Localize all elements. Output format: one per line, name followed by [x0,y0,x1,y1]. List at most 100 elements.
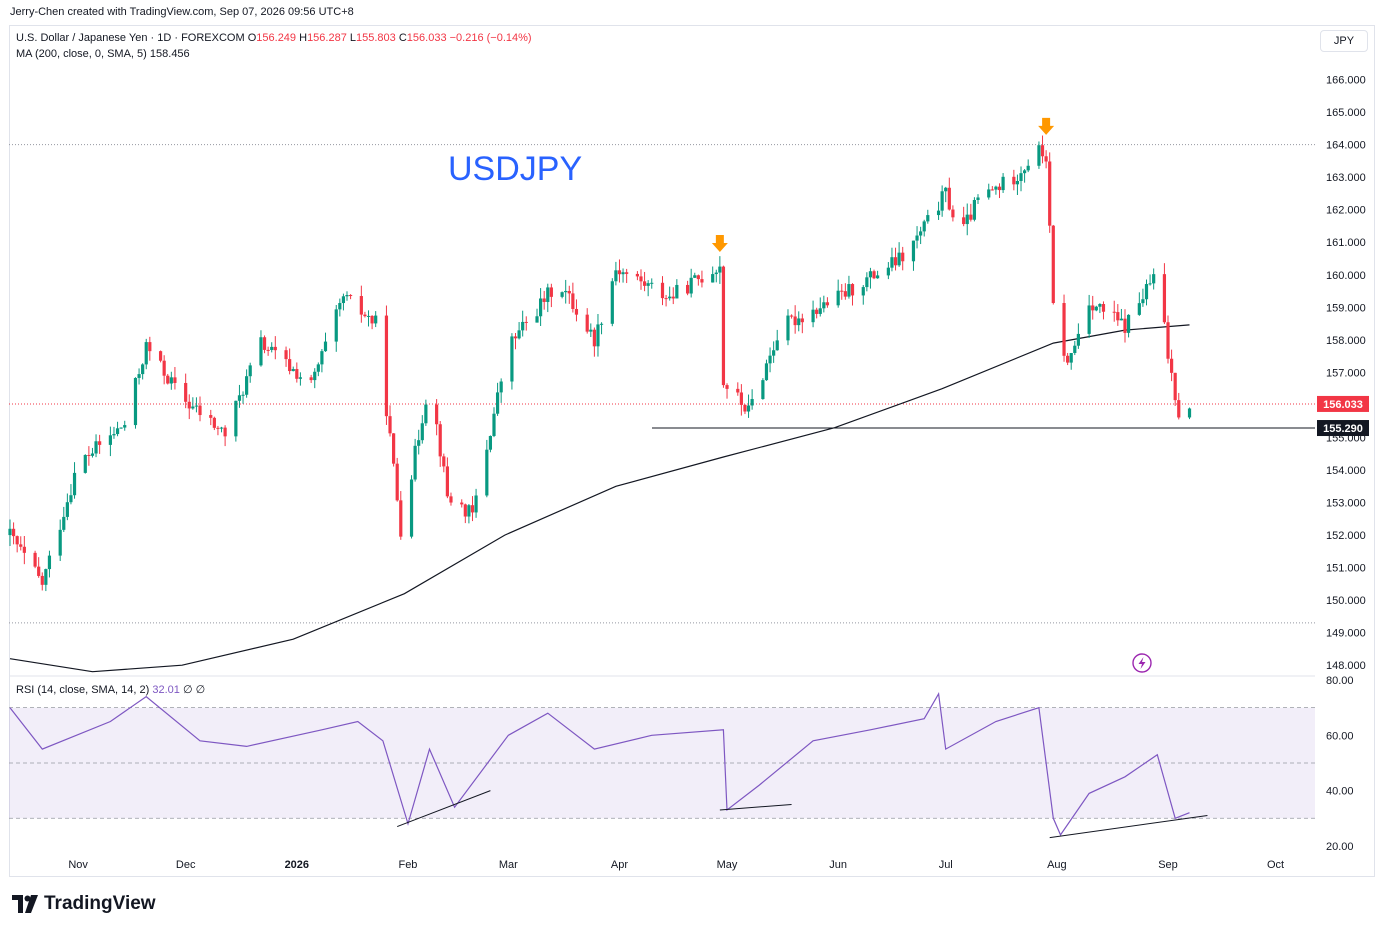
candle-body [521,321,525,331]
currency-button[interactable]: JPY [1320,30,1368,52]
candle-body [119,427,123,429]
candle-body [621,272,625,275]
candle-body [951,209,955,218]
candle-body [642,281,647,286]
candle-body [1126,314,1131,333]
candle-body [320,351,324,365]
candle-body [460,502,464,505]
brand[interactable]: TradingView [12,893,156,915]
candle-body [212,417,216,428]
rsi-tick-label: 40.00 [1326,786,1354,798]
candle-body [374,315,378,324]
symbol-legend: U.S. Dollar / Japanese Yen · 1D · FOREXC… [16,32,532,44]
low-value: 155.803 [356,32,396,44]
arrow-shape [711,235,728,252]
candle-body [438,424,442,457]
candle-body [485,449,489,496]
candle-body [596,324,600,347]
rsi-value: 32.01 [152,684,180,696]
candle-body [291,369,295,372]
candle-body [209,415,213,418]
last-price-tag [1317,395,1369,412]
candle-body [392,433,396,464]
candle-body [936,210,941,216]
lightning-icon [1132,653,1152,673]
tradingview-logo-icon [12,895,38,913]
candle-body [560,292,564,297]
price-tick-label: 157.000 [1326,367,1366,379]
candles-layer [8,135,1192,592]
price-tick-label: 162.000 [1326,205,1366,217]
rsi-legend[interactable]: RSI (14, close, SMA, 14, 2) 32.01 ∅ ∅ [16,683,205,696]
time-tick-label: Nov [68,859,88,871]
candle-body [926,215,930,222]
candle-body [115,428,120,435]
candle-body [388,416,392,434]
rsi-extra: ∅ ∅ [182,684,206,696]
candle-body [133,377,138,426]
lightning-bolt [1138,657,1146,669]
candle-body [901,252,905,262]
candle-body [861,287,865,296]
candle-body [1073,345,1077,354]
rsi-tick-label: 60.00 [1326,730,1354,742]
ma-legend[interactable]: MA (200, close, 0, SMA, 5) 158.456 [16,48,190,60]
close-label: C [398,32,407,44]
price-tick-label: 158.000 [1326,335,1366,347]
symbol-name: U.S. Dollar / Japanese Yen · 1D · FOREXC… [16,32,245,44]
rsi-line [9,691,1190,837]
candle-body [288,359,292,372]
candle-body [1091,305,1095,311]
candle-body [33,552,37,567]
candle-body [872,271,876,279]
candle-body [592,329,596,347]
candle-body [234,400,238,437]
time-tick-label: Feb [398,859,417,871]
candle-body [610,281,614,324]
candle-body [625,272,629,274]
candle-body [761,380,765,400]
rsi-divergence-line [719,803,792,811]
price-tick-label: 149.000 [1326,628,1366,640]
candle-body [1051,225,1055,304]
candle-body [467,505,471,517]
candle-body [668,296,672,299]
candle-body [194,405,199,407]
candle-body [546,287,550,302]
candle-body [323,341,328,352]
candle-body [241,394,245,396]
candle-body [764,363,769,381]
candle-body [1015,180,1020,185]
candle-body [1098,304,1102,307]
candle-body [463,504,467,517]
candle-body [585,314,589,332]
candle-body [8,528,12,536]
low-label: L [349,32,357,44]
candle-body [589,329,593,332]
candle-body [123,425,127,428]
candle-body [65,502,69,517]
candle-body [510,336,514,382]
candle-body [1087,305,1091,334]
candle-body [1023,170,1027,174]
candle-body [62,516,66,530]
candle-body [424,404,428,424]
candle-body [919,231,923,236]
candle-body [876,275,880,279]
time-tick-label: Sep [1158,859,1178,871]
brand-name: TradingView [44,893,156,914]
candle-body [295,369,299,379]
candle-body [635,273,640,277]
candle-body [348,295,353,297]
candle-body [822,302,826,309]
price-tick-label: 150.000 [1326,595,1366,607]
candle-body [736,388,740,393]
candle-body [284,350,288,360]
candle-body [847,284,851,297]
candle-body [768,355,772,364]
candle-body [1162,274,1167,323]
candle-body [47,555,52,570]
candle-body [445,466,449,497]
chart-title-annotation: USDJPY [448,150,582,188]
